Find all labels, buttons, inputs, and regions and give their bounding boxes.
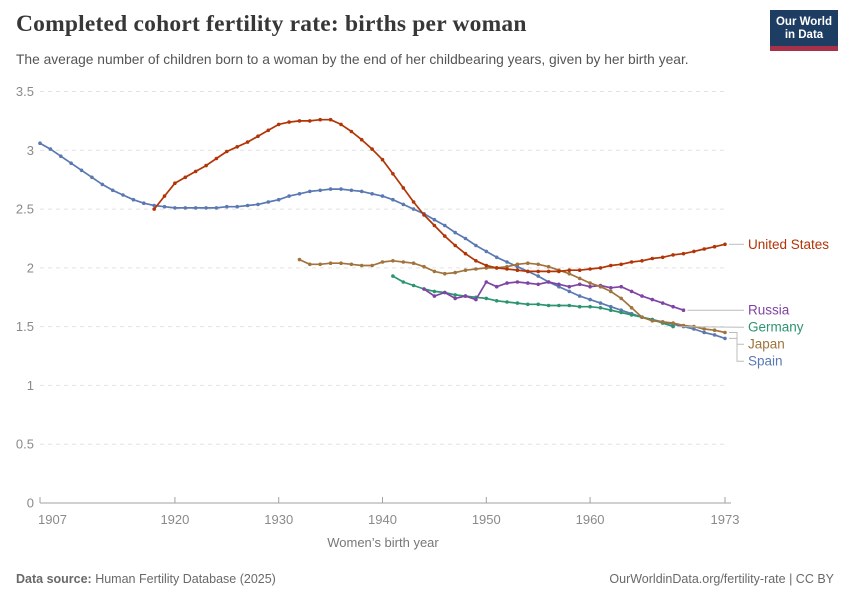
- series-line-united-states[interactable]: [153, 118, 726, 273]
- x-tick-label: 1950: [472, 512, 501, 527]
- y-tick-label: 0: [27, 496, 34, 511]
- series-markers-germany: [391, 274, 675, 329]
- series-markers-russia: [422, 280, 686, 313]
- y-tick-label: 1: [27, 378, 34, 393]
- series-label-russia[interactable]: Russia: [748, 303, 790, 318]
- series-markers-japan: [297, 257, 727, 335]
- chart-footer: Data source: Human Fertility Database (2…: [16, 572, 834, 586]
- y-tick-label: 2: [27, 260, 34, 275]
- series-label-united-states[interactable]: United States: [748, 237, 829, 252]
- series-label-japan[interactable]: Japan: [748, 337, 785, 352]
- series-label-spain[interactable]: Spain: [748, 354, 783, 369]
- x-tick-label: 1940: [368, 512, 397, 527]
- logo-stripe: [770, 46, 838, 51]
- series-line-germany[interactable]: [392, 275, 674, 328]
- label-connector-spain: [729, 337, 744, 362]
- x-tick-label: 1930: [264, 512, 293, 527]
- y-tick-label: 3: [27, 143, 34, 158]
- x-tick-label: 1907: [38, 512, 67, 527]
- x-tick-label: 1973: [711, 512, 740, 527]
- series-label-germany[interactable]: Germany: [748, 320, 804, 335]
- y-tick-label: 2.5: [16, 202, 34, 217]
- data-source-label: Data source:: [16, 572, 92, 586]
- y-tick-label: 3.5: [16, 84, 34, 99]
- x-tick-label: 1920: [160, 512, 189, 527]
- label-connector-germany: [677, 326, 745, 328]
- owid-logo[interactable]: Our World in Data: [770, 10, 838, 51]
- data-source-text: Human Fertility Database (2025): [91, 572, 276, 586]
- data-source: Data source: Human Fertility Database (2…: [16, 572, 276, 586]
- y-tick-label: 0.5: [16, 437, 34, 452]
- logo-line1: Our World: [775, 16, 832, 28]
- chart-subtitle: The average number of children born to a…: [16, 52, 689, 67]
- owid-logo-text: Our World in Data: [770, 10, 838, 46]
- y-tick-label: 1.5: [16, 319, 34, 334]
- logo-line2: in Data: [784, 29, 824, 41]
- x-axis-title: Women’s birth year: [327, 535, 439, 550]
- x-tick-label: 1960: [576, 512, 605, 527]
- series-line-russia[interactable]: [423, 281, 685, 312]
- license-credit[interactable]: OurWorldinData.org/fertility-rate | CC B…: [609, 572, 834, 586]
- page-title: Completed cohort fertility rate: births …: [16, 11, 527, 37]
- series-markers-united-states: [152, 117, 727, 274]
